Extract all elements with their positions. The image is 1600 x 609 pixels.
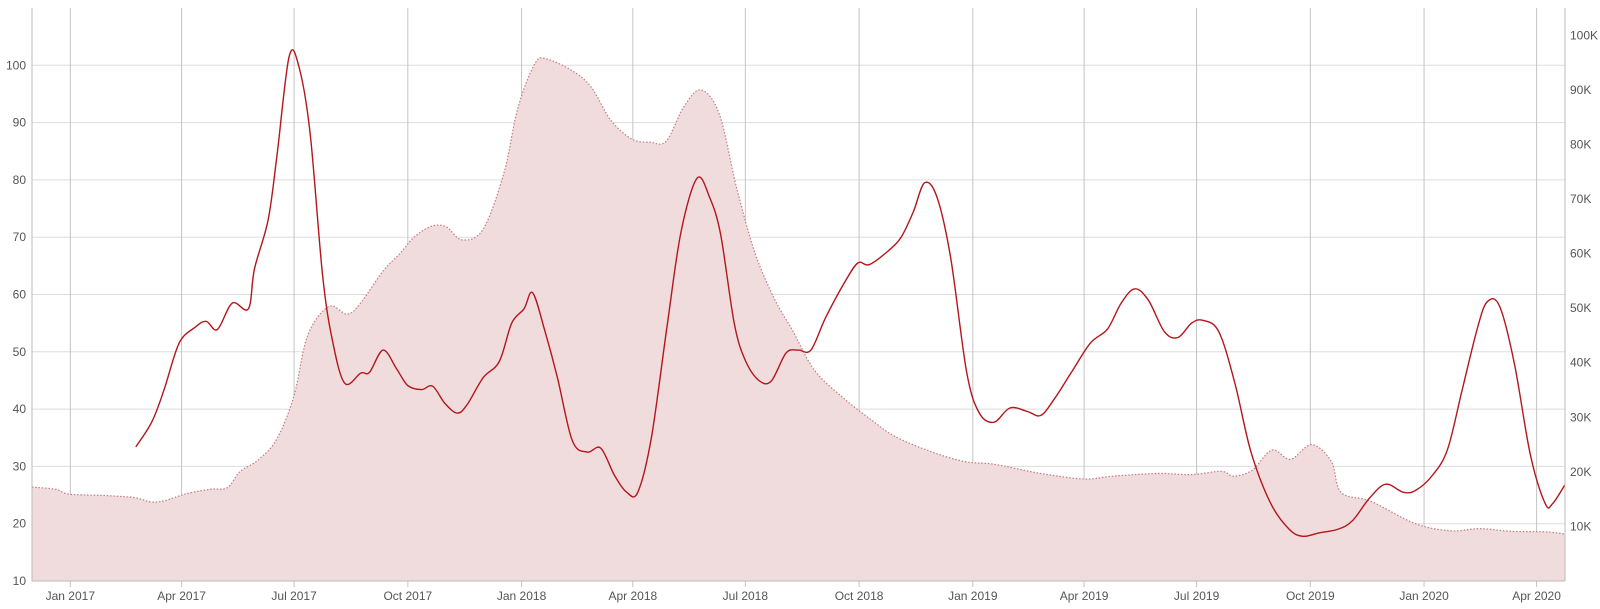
y-right-tick-label: 90K [1570, 83, 1591, 97]
series-line [135, 49, 1566, 538]
y-left-tick-label: 60 [13, 288, 27, 302]
right-axis-series [31, 57, 1566, 582]
x-tick-label: Apr 2019 [1060, 589, 1109, 603]
y-left-tick-label: 10 [13, 574, 27, 588]
x-tick-label: Jul 2019 [1174, 589, 1220, 603]
y-right-tick-label: 80K [1570, 137, 1591, 151]
y-right-tick-label: 30K [1570, 410, 1591, 424]
plot-frame [31, 8, 1566, 582]
y-left-tick-label: 80 [13, 173, 27, 187]
series-area-fill [32, 57, 1565, 582]
y-left-tick-label: 90 [13, 116, 27, 130]
y-right-tick-label: 10K [1570, 519, 1591, 533]
y-axis-right-ticks: 10K 20K 30K 40K 50K 60K 70K 80K 90K 100K [1570, 28, 1598, 533]
y-axis-left-ticks: 10 20 30 40 50 60 70 80 90 100 [6, 58, 26, 588]
y-right-tick-label: 70K [1570, 192, 1591, 206]
x-tick-label: Oct 2017 [383, 589, 432, 603]
x-tick-label: Apr 2020 [1512, 589, 1561, 603]
y-left-tick-label: 50 [13, 345, 27, 359]
series-area-dotted-line [31, 57, 1566, 535]
y-right-tick-label: 20K [1570, 465, 1591, 479]
x-tick-label: Jul 2017 [271, 589, 317, 603]
x-tick-label: Jan 2020 [1399, 589, 1449, 603]
x-tick-label: Jan 2019 [948, 589, 998, 603]
y-left-tick-label: 30 [13, 459, 27, 473]
x-tick-label: Apr 2018 [608, 589, 657, 603]
y-right-tick-label: 60K [1570, 247, 1591, 261]
y-left-tick-label: 20 [13, 517, 27, 531]
left-axis-series [135, 49, 1566, 538]
x-tick-label: Apr 2017 [157, 589, 206, 603]
x-tick-label: Oct 2018 [835, 589, 884, 603]
x-axis-ticks: Jan 2017 Apr 2017 Jul 2017 Oct 2017 Jan 2018… [46, 589, 1562, 603]
y-left-tick-label: 100 [6, 58, 26, 72]
x-tick-label: Jan 2017 [46, 589, 96, 603]
x-tick-label: Jul 2018 [723, 589, 769, 603]
x-tick-label: Oct 2019 [1286, 589, 1335, 603]
y-right-tick-label: 40K [1570, 356, 1591, 370]
y-left-tick-label: 40 [13, 402, 27, 416]
y-left-tick-label: 70 [13, 230, 27, 244]
x-tick-label: Jan 2018 [497, 589, 547, 603]
y-right-tick-label: 50K [1570, 301, 1591, 315]
y-right-tick-label: 100K [1570, 28, 1598, 42]
